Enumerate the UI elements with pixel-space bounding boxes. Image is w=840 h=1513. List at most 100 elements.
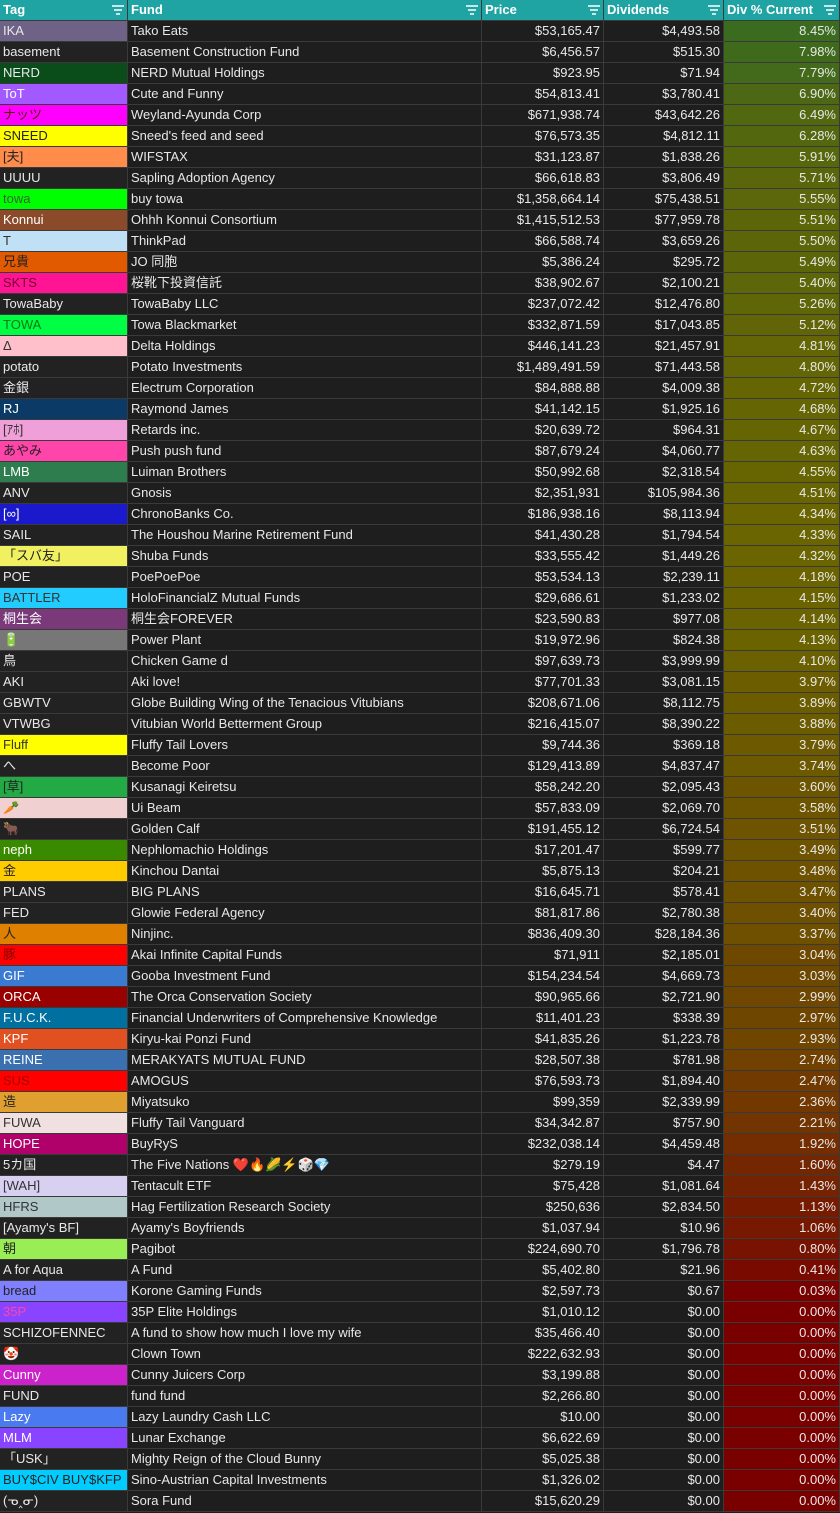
dividends-cell: $8,113.94 [604, 504, 724, 525]
div-pct-cell: 4.72% [724, 378, 840, 399]
price-cell: $41,835.26 [482, 1029, 604, 1050]
cell-text: Lazy Laundry Cash LLC [131, 1409, 271, 1424]
div-pct-cell: 5.55% [724, 189, 840, 210]
cell-text: Mighty Reign of the Cloud Bunny [131, 1451, 322, 1466]
cell-text: GBWTV [3, 695, 51, 710]
cell-text: Luiman Brothers [131, 464, 227, 479]
cell-text: 5.12% [799, 317, 836, 332]
cell-text: FUND [3, 1388, 40, 1403]
price-cell: $1,415,512.53 [482, 210, 604, 231]
dividends-cell: $295.72 [604, 252, 724, 273]
fund-cell: Power Plant [128, 630, 482, 651]
cell-text: $1,223.78 [662, 1031, 720, 1046]
cell-text: 0.00% [799, 1388, 836, 1403]
cell-text: $781.98 [673, 1052, 720, 1067]
fund-cell: Lunar Exchange [128, 1428, 482, 1449]
dividends-cell: $824.38 [604, 630, 724, 651]
tag-cell: ANV [0, 483, 128, 504]
cell-text: MLM [3, 1430, 32, 1445]
fund-cell: Sino-Austrian Capital Investments [128, 1470, 482, 1491]
cell-text: potato [3, 359, 40, 374]
cell-text: $77,701.33 [534, 674, 600, 689]
cell-text: 3.60% [799, 779, 836, 794]
fund-cell: 35P Elite Holdings [128, 1302, 482, 1323]
tag-cell: SAIL [0, 525, 128, 546]
div-pct-cell: 7.98% [724, 42, 840, 63]
tag-cell: HOPE [0, 1134, 128, 1155]
cell-text: 5.55% [799, 191, 836, 206]
cell-text: $105,984.36 [647, 485, 720, 500]
dividends-cell: $1,233.02 [604, 588, 724, 609]
div-pct-cell: 3.40% [724, 903, 840, 924]
filter-icon[interactable] [112, 5, 124, 15]
fund-cell: HoloFinancialZ Mutual Funds [128, 588, 482, 609]
fund-cell: 桜靴下投資信託 [128, 273, 482, 294]
cell-text: BIG PLANS [131, 884, 200, 899]
cell-text: WIFSTAX [131, 149, 188, 164]
dividends-cell: $2,095.43 [604, 777, 724, 798]
filter-icon[interactable] [824, 5, 836, 15]
cell-text: 4.81% [799, 338, 836, 353]
cell-text: $77,959.78 [654, 212, 720, 227]
cell-text: Retards inc. [131, 422, 201, 437]
filter-icon[interactable] [466, 5, 478, 15]
cell-text: Power Plant [131, 632, 202, 647]
cell-text: The Houshou Marine Retirement Fund [131, 527, 353, 542]
price-cell: $5,875.13 [482, 861, 604, 882]
price-cell: $129,413.89 [482, 756, 604, 777]
cell-text: 7.98% [799, 44, 836, 59]
tag-cell: VTWBG [0, 714, 128, 735]
dividends-cell: $204.21 [604, 861, 724, 882]
filter-icon[interactable] [708, 5, 720, 15]
cell-text: $836,409.30 [527, 926, 600, 941]
cell-text: 4.10% [799, 653, 836, 668]
cell-text: 🐂 [3, 821, 20, 836]
price-cell: $208,671.06 [482, 693, 604, 714]
div-pct-cell: 3.04% [724, 945, 840, 966]
tag-cell: [夫] [0, 147, 128, 168]
column-header[interactable]: Dividends [604, 0, 724, 21]
div-pct-cell: 0.00% [724, 1428, 840, 1449]
price-cell: $87,679.24 [482, 441, 604, 462]
cell-text: Weyland-Ayunda Corp [131, 107, 262, 122]
div-pct-cell: 3.51% [724, 819, 840, 840]
price-cell: $2,597.73 [482, 1281, 604, 1302]
tag-cell: [ｱﾎ] [0, 420, 128, 441]
price-cell: $23,590.83 [482, 609, 604, 630]
cell-text: Nephlomachio Holdings [131, 842, 269, 857]
cell-text: 6.90% [799, 86, 836, 101]
cell-text: PLANS [3, 884, 46, 899]
cell-text: $1,010.12 [542, 1304, 600, 1319]
div-pct-cell: 0.00% [724, 1470, 840, 1491]
filter-icon[interactable] [588, 5, 600, 15]
column-header[interactable]: Price [482, 0, 604, 21]
price-cell: $6,622.69 [482, 1428, 604, 1449]
cell-text: 3.47% [799, 884, 836, 899]
div-pct-cell: 3.03% [724, 966, 840, 987]
cell-text: $4,837.47 [662, 758, 720, 773]
div-pct-cell: 0.00% [724, 1491, 840, 1512]
dividends-cell: $1,794.54 [604, 525, 724, 546]
div-pct-cell: 4.34% [724, 504, 840, 525]
cell-text: $1,358,664.14 [516, 191, 600, 206]
cell-text: 3.03% [799, 968, 836, 983]
price-cell: $232,038.14 [482, 1134, 604, 1155]
column-header[interactable]: Fund [128, 0, 482, 21]
tag-cell: F.U.C.K. [0, 1008, 128, 1029]
column-header[interactable]: Tag [0, 0, 128, 21]
cell-text: ナッツ [3, 107, 43, 122]
cell-text: UUUU [3, 170, 41, 185]
tag-cell: FED [0, 903, 128, 924]
cell-text: JO 同胞 [131, 254, 178, 269]
cell-text: $2,318.54 [662, 464, 720, 479]
tag-cell: FUND [0, 1386, 128, 1407]
tag-cell: 金 [0, 861, 128, 882]
cell-text: $10.96 [680, 1220, 720, 1235]
column-header[interactable]: Div % Current [724, 0, 840, 21]
fund-cell: Fluffy Tail Vanguard [128, 1113, 482, 1134]
cell-text: $1,415,512.53 [516, 212, 600, 227]
cell-text: 鳥 [3, 653, 17, 668]
cell-text: [草] [3, 779, 24, 794]
price-cell: $15,620.29 [482, 1491, 604, 1512]
cell-text: HOPE [3, 1136, 40, 1151]
